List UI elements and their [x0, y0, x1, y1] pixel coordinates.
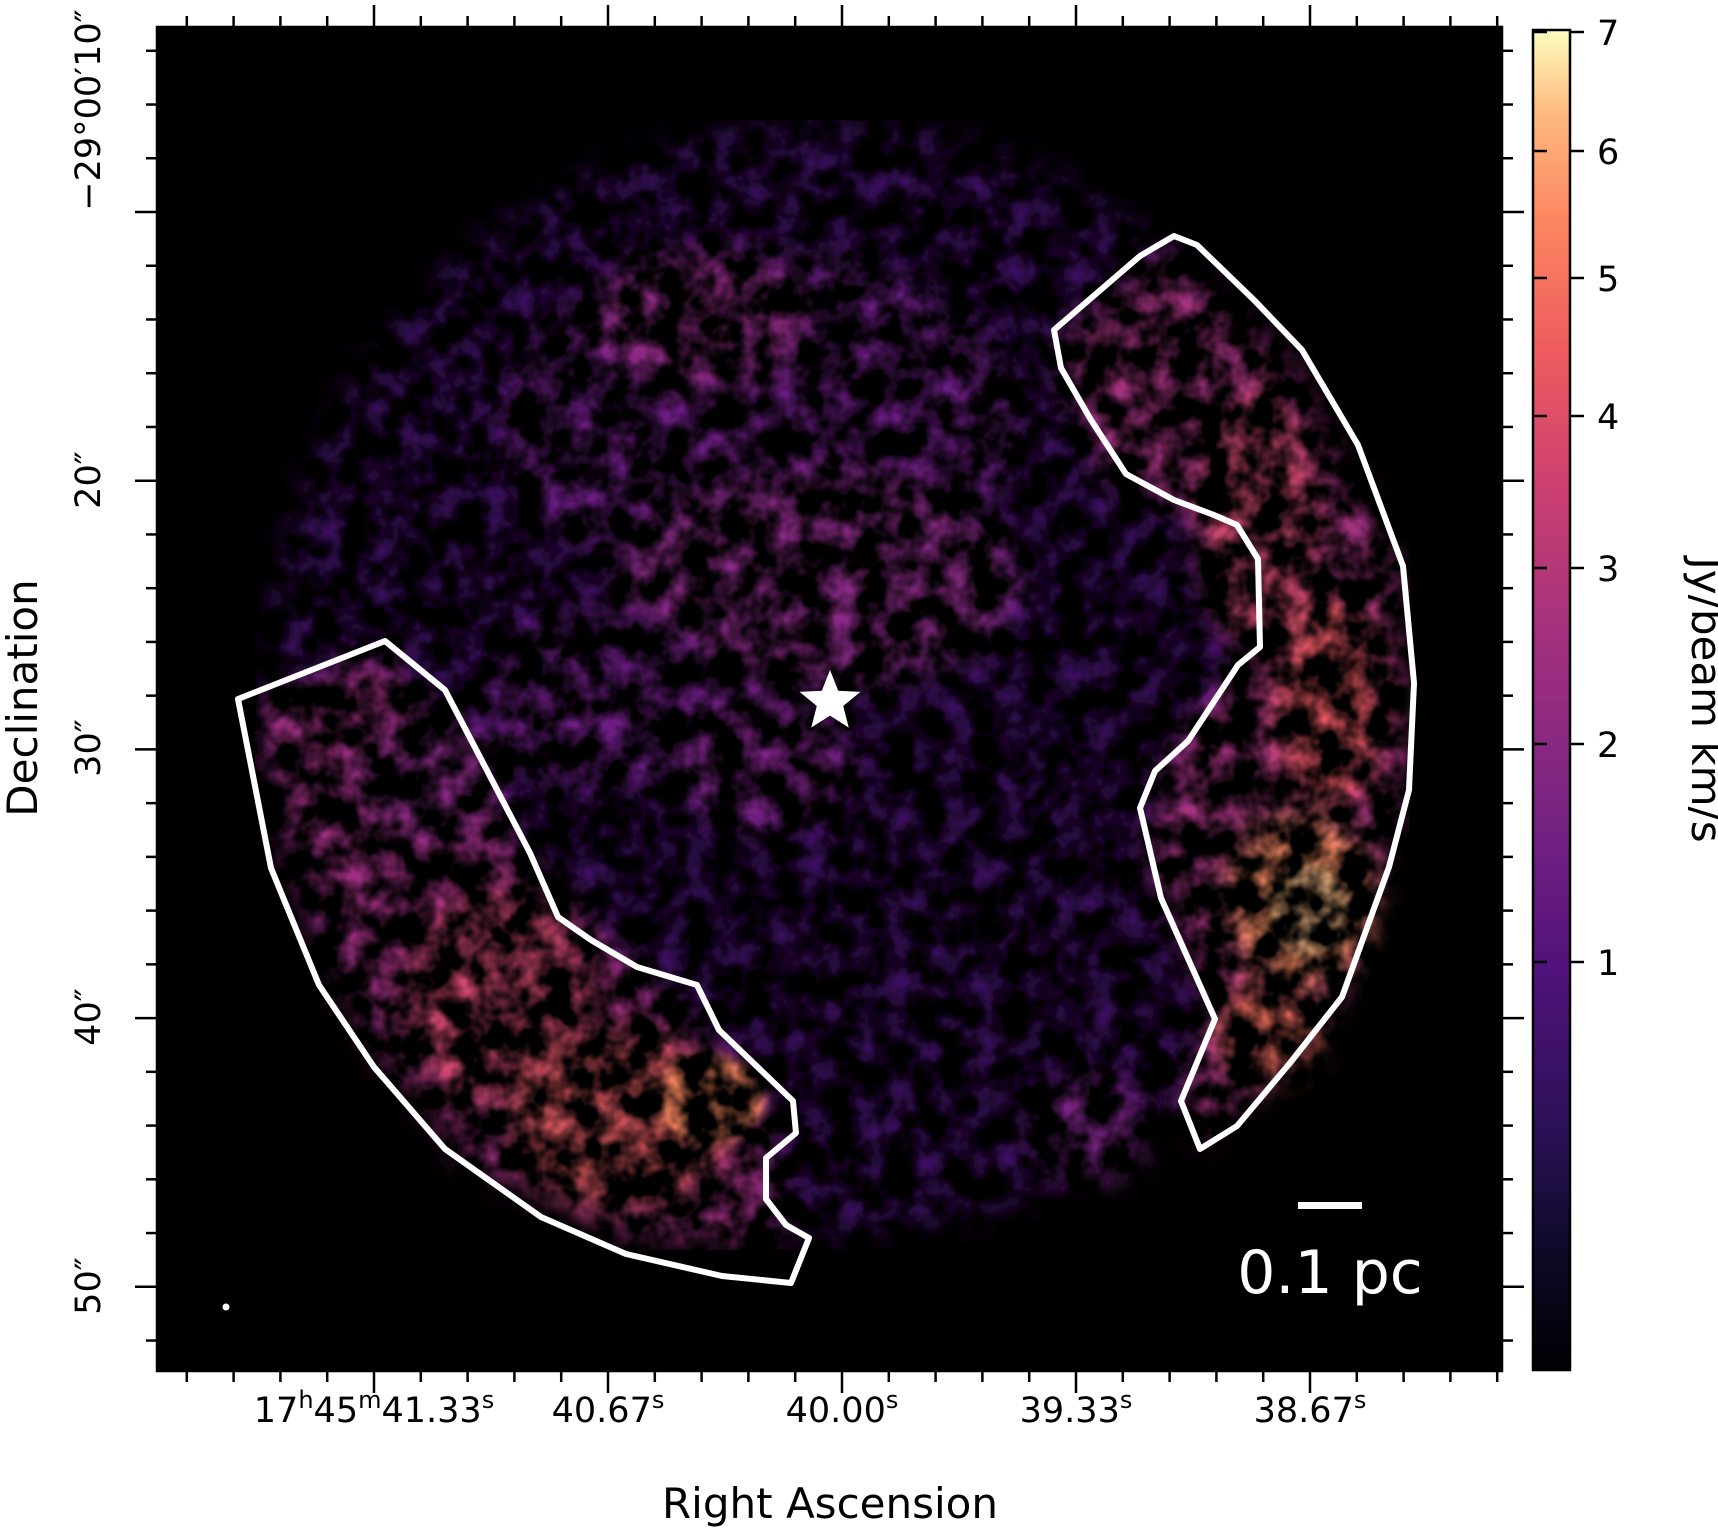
x-axis-label: Right Ascension — [662, 1479, 998, 1528]
colorbar-gradient — [1531, 28, 1572, 1372]
colorbar-label: Jy/beam km/s — [1682, 554, 1718, 842]
scalebar-label: 0.1 pc — [1237, 1238, 1423, 1308]
colorbar-tick-1: 1 — [1597, 944, 1619, 984]
y-tick-label-4: 50″ — [69, 1257, 109, 1315]
x-tick-label-3: 39.33s — [1020, 1386, 1133, 1431]
colorbar-tick-2: 2 — [1597, 726, 1619, 766]
scalebar: 0.1 pc — [1237, 1202, 1423, 1308]
plot-frame — [155, 25, 1504, 1373]
x-tick-labels: 17h45m41.33s 40.67s 40.00s 39.33s 38.67s — [254, 1386, 1367, 1431]
star-icon — [799, 670, 861, 728]
colorbar: 1 2 3 4 5 6 7 Jy/beam km/s — [1531, 14, 1718, 1372]
y-tick-labels: −29°00′10″ 20″ 30″ 40″ 50″ — [69, 9, 109, 1315]
y-tick-label-0: −29°00′10″ — [69, 9, 109, 210]
y-tick-label-3: 40″ — [69, 988, 109, 1046]
y-tick-label-2: 30″ — [69, 719, 109, 777]
emission-map — [255, 120, 1410, 1250]
beam-dot — [222, 1303, 230, 1311]
image-panel: 0.1 pc — [157, 27, 1502, 1371]
x-tick-label-4: 38.67s — [1254, 1386, 1367, 1431]
colorbar-tick-3: 3 — [1597, 550, 1619, 590]
x-tick-label-0: 17h45m41.33s — [254, 1386, 494, 1431]
colorbar-tick-5: 5 — [1597, 260, 1619, 300]
x-tick-label-1: 40.67s — [552, 1386, 665, 1431]
colorbar-tick-7: 7 — [1597, 14, 1619, 54]
axis-ticks — [135, 5, 1524, 1393]
y-axis-label: Declination — [0, 579, 47, 816]
x-tick-label-2: 40.00s — [786, 1386, 899, 1431]
colorbar-tick-4: 4 — [1597, 398, 1619, 438]
east-filament-region — [1051, 233, 1417, 1152]
y-tick-label-1: 20″ — [69, 451, 109, 509]
west-filament-region — [235, 638, 812, 1286]
colorbar-tick-labels: 1 2 3 4 5 6 7 — [1597, 14, 1619, 984]
colorbar-ticks — [1533, 30, 1584, 964]
scalebar-line — [1298, 1202, 1362, 1209]
colorbar-tick-6: 6 — [1597, 133, 1619, 173]
